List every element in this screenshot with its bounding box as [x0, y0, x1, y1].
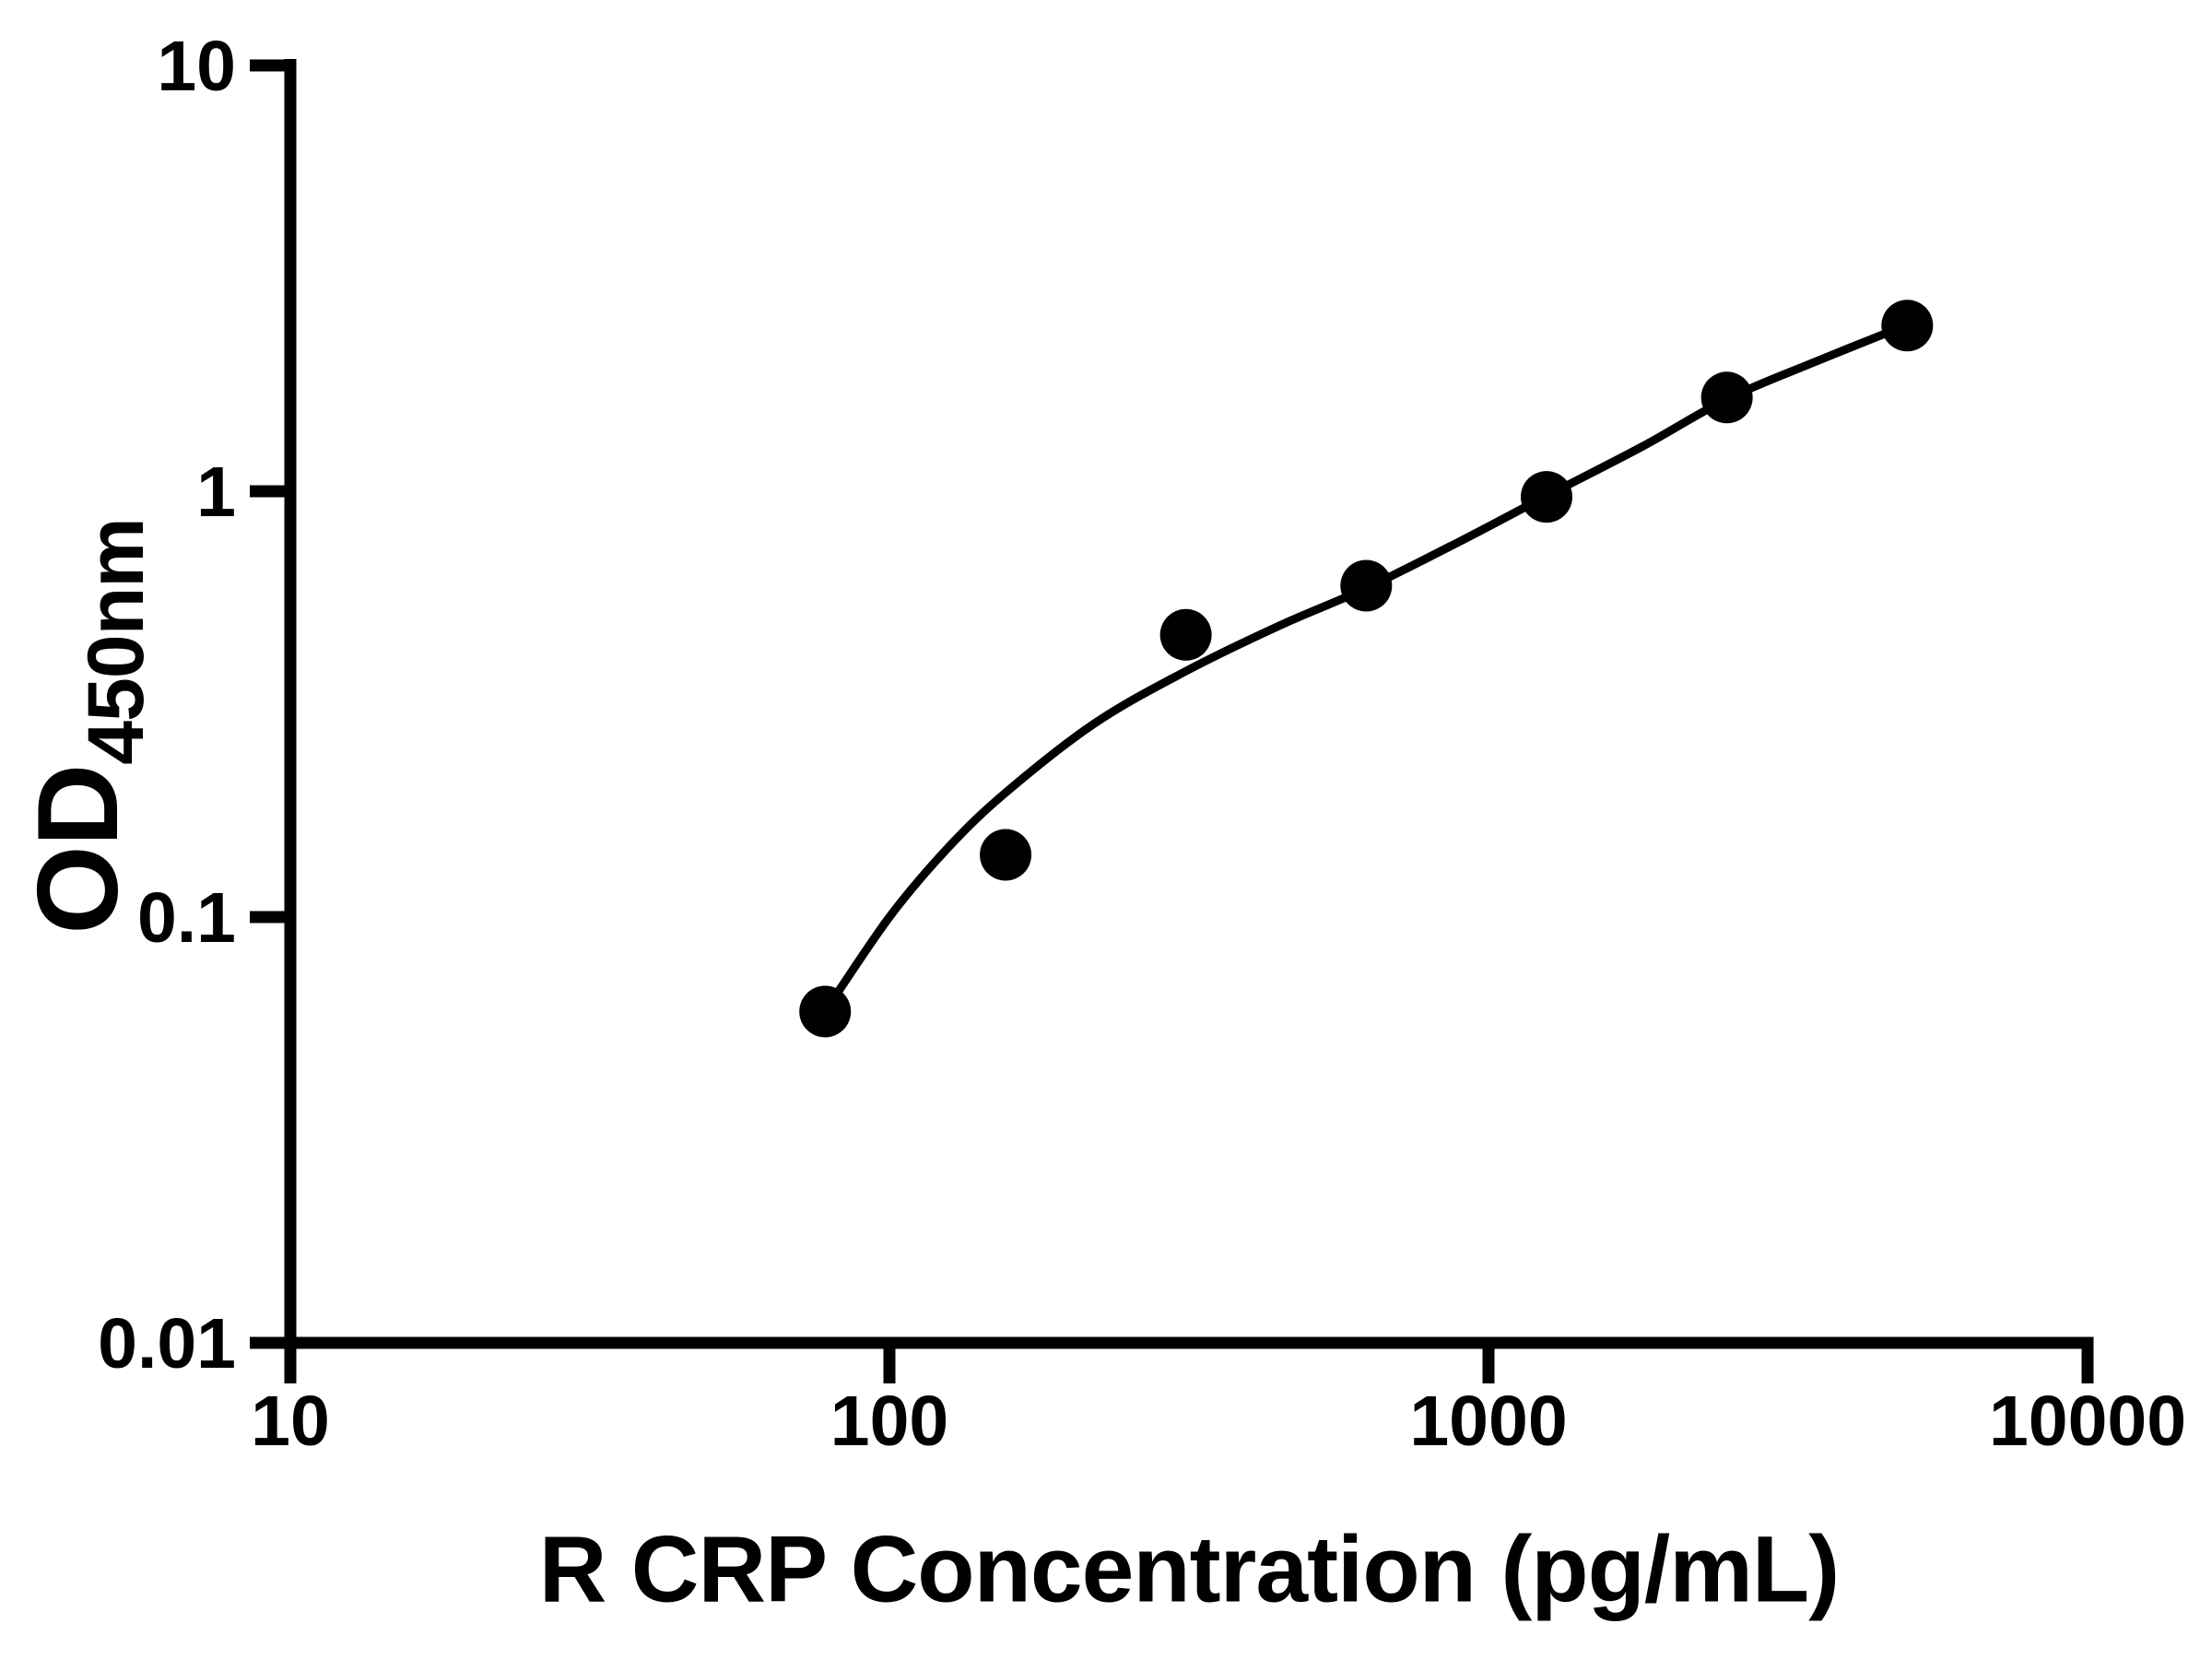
data-point — [1159, 608, 1212, 661]
x-tick-label: 10000 — [1989, 1382, 2186, 1461]
data-point — [1340, 559, 1393, 612]
data-point — [1520, 471, 1572, 524]
data-point — [799, 985, 852, 1038]
y-axis-title-main: OD — [15, 764, 142, 935]
y-tick-label: 0.01 — [98, 1304, 236, 1383]
data-point — [1881, 300, 1934, 352]
y-axis-title-subscript: 450nm — [72, 518, 160, 765]
y-tick-label: 0.1 — [137, 878, 236, 958]
x-tick-label: 100 — [830, 1382, 948, 1461]
x-tick-label: 10 — [251, 1382, 330, 1461]
y-tick-label: 10 — [157, 27, 236, 106]
x-axis-title: R CRP Concentration (pg/mL) — [538, 1516, 1840, 1622]
fit-curve — [820, 320, 1912, 1016]
y-tick-label: 1 — [196, 453, 236, 532]
data-point — [1700, 371, 1753, 424]
x-tick-label: 1000 — [1409, 1382, 1567, 1461]
y-axis-title: OD450nm — [13, 518, 162, 935]
data-point — [980, 829, 1032, 881]
